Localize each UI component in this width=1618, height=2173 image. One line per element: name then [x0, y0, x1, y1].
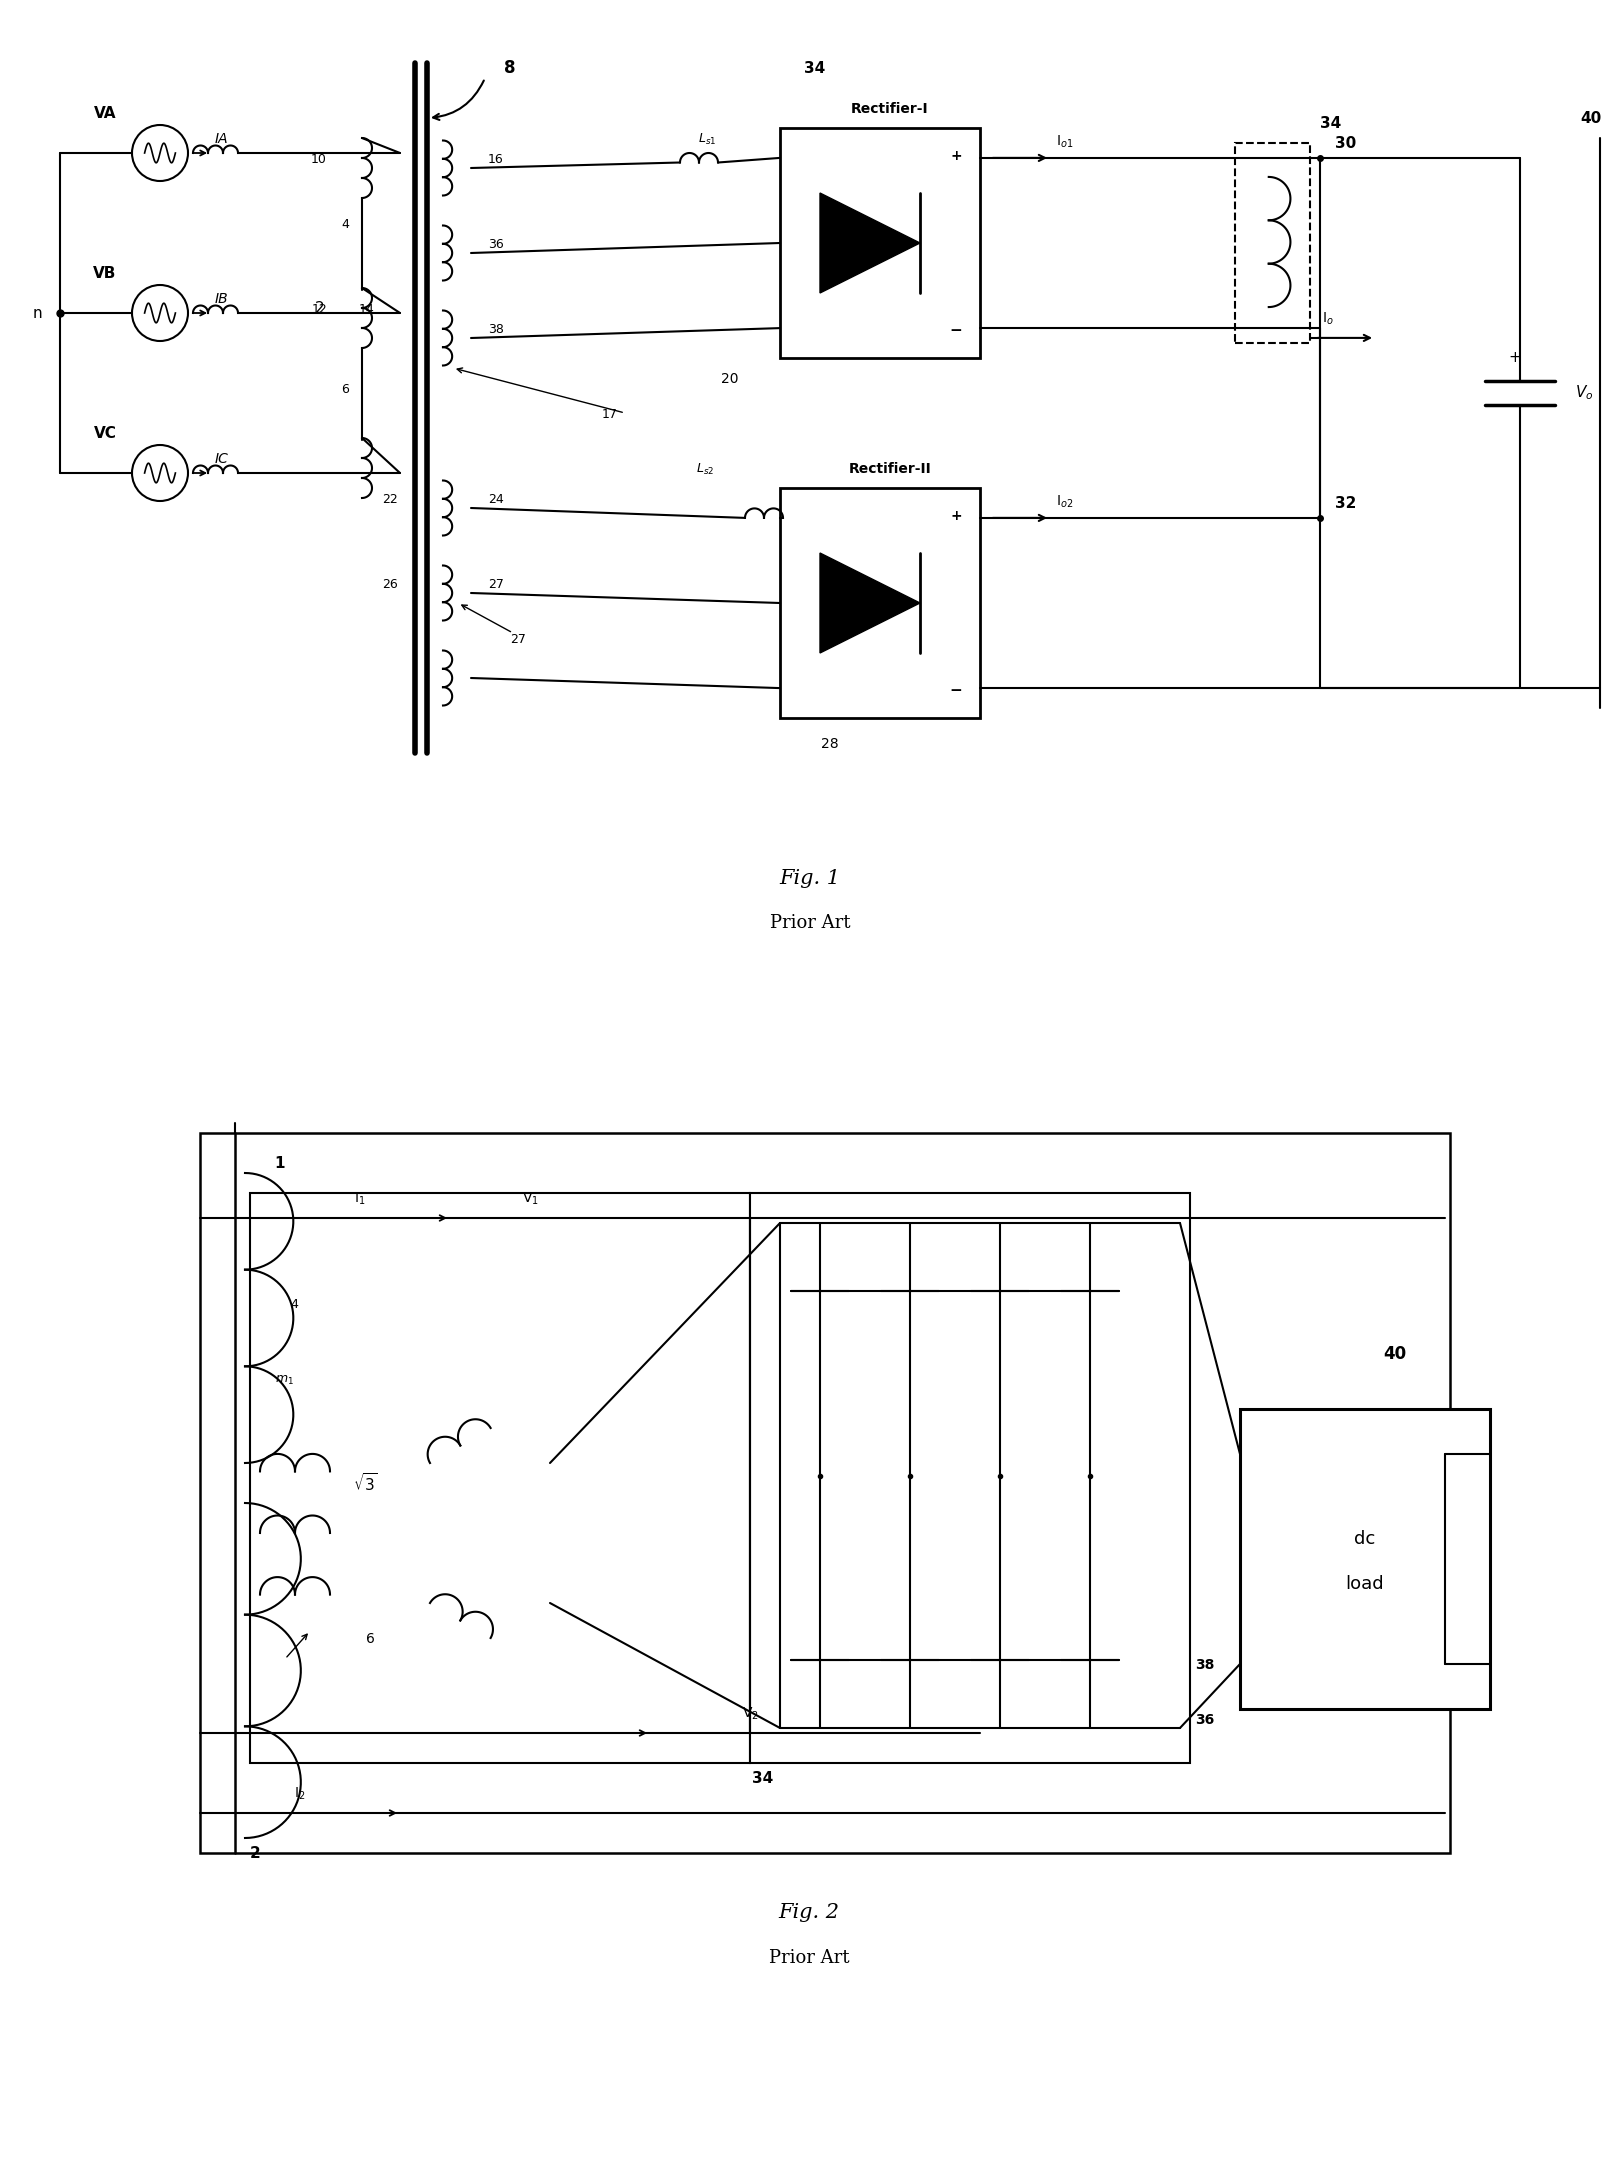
Text: load: load	[1346, 1575, 1385, 1593]
Text: 4: 4	[341, 217, 349, 230]
Text: 14: 14	[359, 302, 375, 315]
Bar	[780, 128, 981, 359]
Text: 36: 36	[1196, 1712, 1215, 1728]
Text: 40: 40	[1383, 1345, 1406, 1362]
Text: +: +	[1508, 350, 1521, 365]
Text: 27: 27	[489, 578, 503, 591]
Polygon shape	[888, 1291, 932, 1334]
Text: VA: VA	[94, 106, 116, 122]
Text: I$_2$: I$_2$	[294, 1786, 306, 1801]
Text: +: +	[950, 508, 961, 522]
Text: 28: 28	[822, 737, 838, 752]
Text: 4: 4	[290, 1297, 298, 1310]
Polygon shape	[798, 1291, 841, 1334]
Text: Rectifier-II: Rectifier-II	[848, 463, 932, 476]
Text: L$_{s2}$: L$_{s2}$	[696, 463, 714, 478]
Text: 34: 34	[804, 61, 825, 76]
Text: Fig. 2: Fig. 2	[778, 1904, 840, 1923]
Text: dc: dc	[1354, 1530, 1375, 1547]
Text: 6: 6	[341, 382, 349, 395]
Text: I$_1$: I$_1$	[354, 1191, 366, 1208]
Text: 36: 36	[489, 239, 503, 252]
Text: 30: 30	[1335, 137, 1356, 150]
Text: L$_{s1}$: L$_{s1}$	[697, 133, 717, 146]
Text: 16: 16	[489, 152, 503, 165]
Text: +: +	[950, 148, 961, 163]
Text: 38: 38	[489, 324, 503, 337]
Text: 1: 1	[275, 1156, 285, 1171]
Text: 24: 24	[489, 493, 503, 506]
Polygon shape	[820, 552, 921, 654]
Text: −: −	[950, 324, 963, 337]
Text: 40: 40	[1581, 111, 1602, 126]
Text: I$_o$: I$_o$	[1322, 311, 1333, 328]
Bar	[1239, 1408, 1490, 1708]
Text: 27: 27	[510, 632, 526, 645]
Polygon shape	[820, 193, 921, 293]
Text: 38: 38	[1196, 1658, 1215, 1671]
Text: 8: 8	[505, 59, 516, 76]
Text: V$_1$: V$_1$	[521, 1191, 539, 1208]
Bar	[251, 1193, 751, 1762]
Text: 34: 34	[752, 1771, 773, 1786]
Polygon shape	[1068, 1291, 1112, 1334]
Text: I$_{o2}$: I$_{o2}$	[1057, 493, 1074, 511]
Text: Prior Art: Prior Art	[769, 1949, 849, 1967]
Polygon shape	[1068, 1617, 1112, 1660]
Text: V$_2$: V$_2$	[741, 1706, 759, 1723]
Text: IB: IB	[215, 291, 228, 306]
Text: Fig. 1: Fig. 1	[780, 869, 840, 887]
Bar	[330, 1393, 550, 1673]
Text: 20: 20	[722, 372, 739, 387]
Text: VB: VB	[94, 265, 116, 280]
Text: 6: 6	[366, 1632, 374, 1645]
Text: IA: IA	[215, 133, 228, 146]
Text: m$_1$: m$_1$	[275, 1373, 294, 1386]
Text: 12: 12	[311, 302, 327, 315]
Text: 22: 22	[382, 493, 398, 506]
Text: Rectifier-I: Rectifier-I	[851, 102, 929, 115]
Polygon shape	[977, 1291, 1023, 1334]
Text: −: −	[950, 682, 963, 698]
Polygon shape	[977, 1617, 1023, 1660]
Text: Prior Art: Prior Art	[770, 915, 849, 932]
Text: IC: IC	[215, 452, 228, 465]
Text: 2: 2	[316, 302, 325, 315]
Bar	[780, 489, 981, 717]
Text: n: n	[32, 306, 42, 319]
Text: I$_{o1}$: I$_{o1}$	[1057, 135, 1074, 150]
Polygon shape	[798, 1617, 841, 1660]
Bar	[1235, 143, 1311, 343]
Text: 10: 10	[311, 152, 327, 165]
Text: 32: 32	[1335, 495, 1356, 511]
Text: 2: 2	[249, 1847, 260, 1860]
Text: 26: 26	[382, 578, 398, 591]
Bar	[201, 1132, 1450, 1854]
Text: 34: 34	[1320, 115, 1341, 130]
Text: $\sqrt{3}$: $\sqrt{3}$	[353, 1471, 377, 1493]
Text: 17: 17	[602, 409, 618, 422]
Polygon shape	[888, 1617, 932, 1660]
Text: V$_o$: V$_o$	[1574, 385, 1594, 402]
Bar	[751, 1193, 1189, 1762]
Text: VC: VC	[94, 426, 116, 441]
